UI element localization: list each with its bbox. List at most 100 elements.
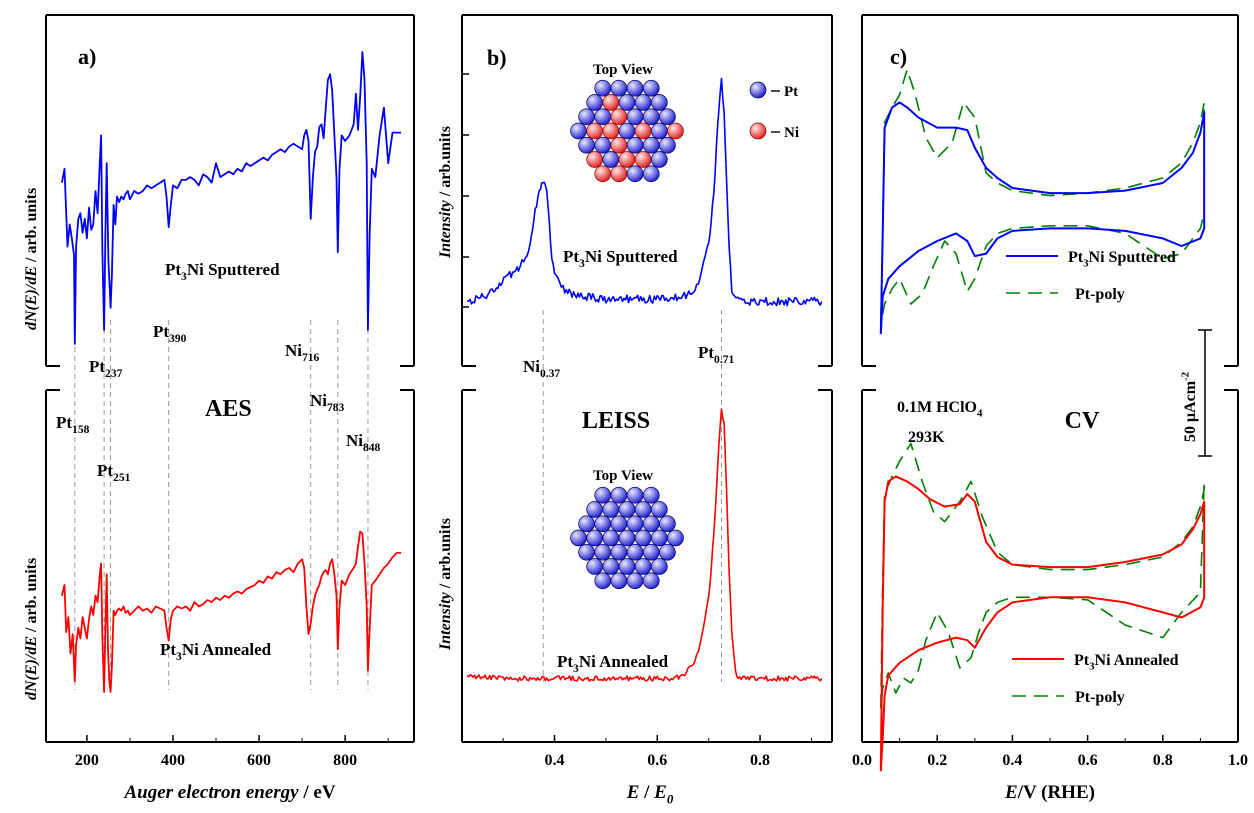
inset-bottom-title: Top View [593, 468, 653, 484]
legend-c-top-ptpoly-label: Pt-poly [1075, 286, 1125, 303]
panel-a-label: a) [78, 44, 96, 69]
panel-a-xtick-label: 200 [75, 752, 99, 769]
panel-a-series-label-sputtered-part-0: Pt [165, 260, 181, 279]
panel-a-peak-label-part-1: 390 [169, 332, 187, 345]
panel-a-peak-label-part-0: Pt [89, 357, 105, 376]
inset-top-cluster-ni-atom [634, 151, 652, 168]
panel-b-series-label-annealed-part-0: Pt [557, 652, 573, 671]
inset-top-cluster-pt-atom [626, 108, 644, 126]
inset-bottom-cluster-pt-atom [626, 515, 644, 533]
panel-c-label-part-0: c) [890, 44, 907, 69]
inset-top-cluster-pt-atom [642, 108, 660, 126]
panel-a-peak-label: Pt158 [56, 413, 90, 436]
panel-b-xtick-label: 0.6 [647, 752, 667, 769]
inset-top-cluster-ni-atom [634, 122, 652, 140]
panel-b-series-label-annealed: Pt3Ni Annealed [557, 652, 669, 675]
panel-a-peak-label: Ni783 [310, 391, 345, 414]
inset-bottom-cluster-pt-atom [602, 501, 620, 518]
inset-top-cluster-ni-atom [586, 151, 604, 168]
inset-bottom-cluster-pt-atom [570, 529, 587, 547]
panel-a-xtick-label: 600 [247, 752, 271, 769]
inset-top-cluster-pt-atom [594, 79, 612, 97]
panel-b-ylabel-bottom-part-0: Intensity [437, 591, 454, 651]
scale-bar-label-part-1: -2 [1180, 372, 1192, 381]
panel-c-xtick-label: 0.0 [852, 752, 872, 769]
panel-a-xtick-label: 800 [333, 752, 357, 769]
inset-bottom-cluster-pt-atom [618, 529, 636, 547]
panel-b-peak-label-part-0: Pt [698, 343, 714, 362]
inset-top-cluster-ni-atom [610, 136, 628, 154]
inset-bottom-cluster-pt-atom [626, 572, 644, 590]
panel-b-peak-label-part-1: 0.71 [714, 353, 734, 366]
panel-a-xtick-label: 400 [161, 752, 185, 769]
panel-a-title: AES [205, 396, 252, 422]
inset-bottom-cluster-pt-atom [626, 543, 644, 561]
inset-top-cluster-ni-atom [667, 122, 684, 140]
legend-pt-label-part-0: Pt [784, 84, 798, 100]
panel-a-peak-label-part-0: Pt [56, 413, 72, 432]
panel-a-series-sputtered [61, 51, 402, 345]
inset-top-cluster-pt-atom [594, 136, 612, 154]
inset-bottom-cluster-pt-atom [602, 558, 620, 575]
panel-a-peak-label-part-0: Ni [346, 431, 363, 450]
legend-c-top-sputtered-label-part-2: Ni Sputtered [1089, 249, 1176, 266]
panel-b-xlabel-part-2: E [653, 782, 667, 803]
panel-a-series-annealed [61, 530, 402, 693]
panel-c-title-part-0: CV [1065, 408, 1100, 434]
panel-a-peak-label: Pt251 [97, 461, 131, 484]
panel-b-ylabel-top-part-0: Intensity [437, 199, 454, 259]
panel-b-peak-label-part-1: 0.37 [540, 367, 560, 380]
inset-bottom-cluster-pt-atom [634, 501, 652, 518]
panel-a-label-part-0: a) [78, 44, 96, 69]
legend-c-bottom-annealed-label-part-1: 3 [1089, 660, 1095, 672]
panel-b-label-part-0: b) [487, 45, 507, 70]
panel-c-xtick-label: 0.6 [1078, 752, 1098, 769]
panel-a-peak-label-part-0: Ni [310, 391, 327, 410]
panel-b-title-part-0: LEISS [582, 408, 650, 434]
inset-top-cluster-pt-atom [650, 122, 668, 140]
panel-b-ylabel-bottom-part-1: / arb.units [437, 518, 454, 592]
panel-c-series-top [879, 101, 1206, 335]
panel-a-series-label-annealed: Pt3Ni Annealed [160, 640, 272, 663]
inset-top-title-part-0: Top View [593, 62, 653, 78]
inset-bottom-cluster-pt-atom [610, 543, 628, 561]
panel-b-ylabel-bottom: Intensity / arb.units [437, 518, 454, 651]
panel-c-electrolyte-part-0: 0.1M HClO [897, 399, 977, 416]
panel-a-ylabel-top-part-0: dN(E)/dE [23, 266, 40, 330]
panel-a-ylabel-bottom-part-0: dN(E)/dE [23, 636, 40, 700]
legend-c-bottom-annealed-label-part-2: Ni Annealed [1095, 652, 1179, 669]
panel-a-peak-label-part-1: 783 [327, 401, 345, 414]
legend-c-top-sputtered-label-part-0: Pt [1068, 249, 1084, 266]
panel-b-series-annealed [466, 408, 823, 682]
panel-a-peak-label-part-1: 848 [363, 441, 381, 454]
panel-a-ylabel-bottom-part-1: / arb. units [23, 558, 40, 636]
legend-c-bottom-annealed-label: Pt3Ni Annealed [1074, 652, 1179, 672]
panel-b-series-label-annealed-part-2: Ni Annealed [579, 652, 669, 671]
inset-top-cluster-pt-atom [659, 108, 676, 126]
panel-c-xlabel-part-1: /V (RHE) [1017, 782, 1095, 803]
inset-bottom-cluster-pt-atom [594, 486, 612, 504]
panel-b-series-label-sputtered: Pt3Ni Sputtered [563, 247, 678, 270]
inset-top-cluster-ni-atom [610, 165, 628, 183]
panel-a-peak-label-part-1: 251 [113, 471, 131, 484]
inset-bottom-cluster-pt-atom [586, 558, 604, 575]
panel-b-series-label-sputtered-part-2: Ni Sputtered [585, 247, 678, 266]
panel-a-peak-label-part-1: 158 [72, 423, 90, 436]
inset-bottom-title-part-0: Top View [593, 468, 653, 484]
inset-top-cluster-ni-atom [618, 151, 636, 168]
inset-top-cluster-pt-atom [626, 79, 644, 97]
inset-bottom-cluster-pt-atom [642, 543, 660, 561]
inset-top-cluster-pt-atom [570, 122, 587, 140]
panel-c-xtick-label: 0.8 [1153, 752, 1173, 769]
panel-b-xtick-label: 0.8 [750, 752, 770, 769]
panel-b-series-label-annealed-part-1: 3 [573, 662, 579, 675]
inset-top-cluster-pt-atom [618, 94, 636, 111]
inset-top-cluster-pt-atom [642, 165, 660, 183]
inset-bottom-cluster-pt-atom [634, 558, 652, 575]
panel-b-peak-label-part-0: Ni [523, 357, 540, 376]
panel-b-series-sputtered [466, 77, 823, 307]
inset-top-cluster-pt-atom [578, 108, 595, 126]
panel-c-xtick-label: 0.4 [1002, 752, 1022, 769]
panel-b-xlabel-part-0: E [626, 782, 640, 803]
panel-a-series-label-annealed-part-0: Pt [160, 640, 176, 659]
